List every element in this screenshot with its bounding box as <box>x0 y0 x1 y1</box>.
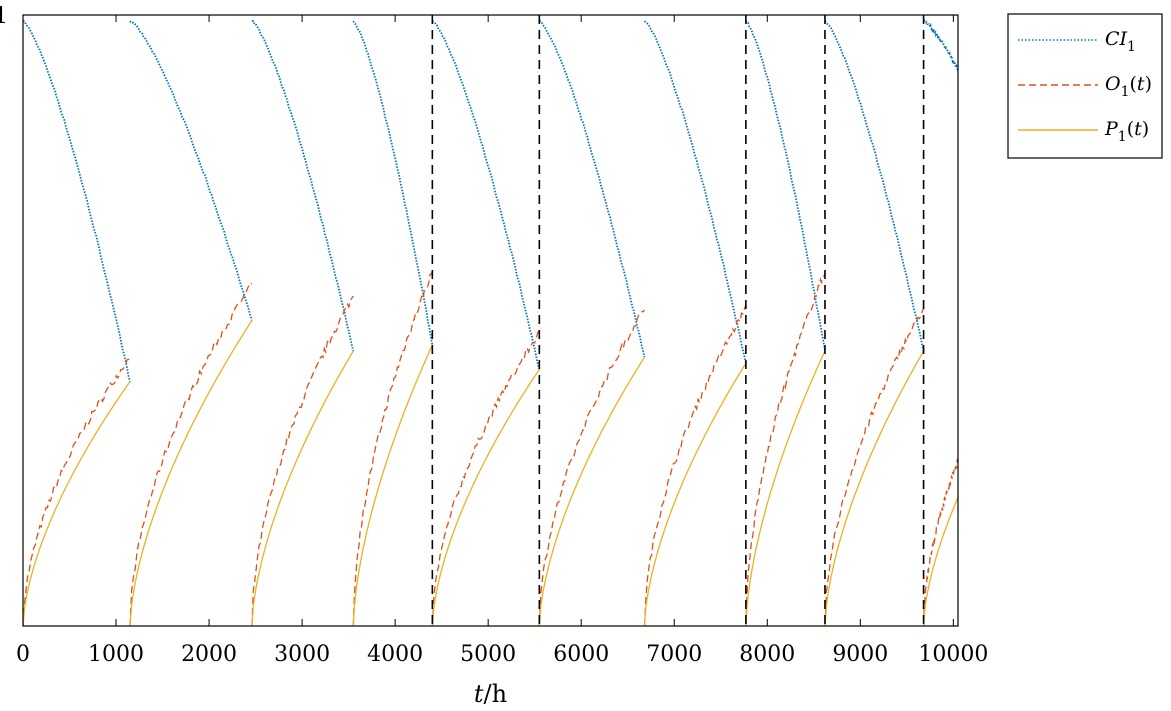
o1-series-segment <box>431 329 540 627</box>
ci1-series-segment <box>824 20 925 352</box>
x-axis-label: t/h <box>474 680 507 708</box>
p1-series-segment <box>922 497 959 627</box>
ci1-series-segment <box>539 20 646 358</box>
legend-label: P1(t) <box>1104 118 1149 145</box>
legend-label: CI1 <box>1105 28 1136 55</box>
o1-series-segment <box>824 307 925 627</box>
legend-box <box>1007 13 1163 159</box>
p1-series-segment <box>251 350 354 627</box>
y-tick-label: 1 <box>0 4 8 29</box>
p1-series-segment <box>129 320 253 627</box>
x-tick-label: 4000 <box>367 642 423 667</box>
o1-series-segment <box>745 273 826 627</box>
p1-series-segment <box>643 362 747 627</box>
x-axis-label-unit: /h <box>484 680 508 708</box>
p1-series-segment <box>352 344 433 627</box>
legend: CI1 O1(t) P1(t) <box>1007 13 1163 159</box>
ci1-series-segment <box>643 20 747 364</box>
o1-series-segment <box>922 457 959 627</box>
o1-series-segment <box>129 282 253 627</box>
o1-series-segment <box>538 309 645 627</box>
ci1-series-segment <box>745 20 826 352</box>
ci1-series-segment <box>431 20 541 370</box>
ci1-series-segment <box>352 20 434 346</box>
ci1-series-segment <box>129 20 253 321</box>
p1-series-segment <box>824 350 925 627</box>
x-tick-label: 8000 <box>739 642 795 667</box>
x-tick-label: 2000 <box>181 642 237 667</box>
x-tick-label: 0 <box>16 642 30 667</box>
plot-frame <box>22 14 959 627</box>
legend-label: O1(t) <box>1105 73 1152 100</box>
x-axis-label-variable: t <box>474 680 484 708</box>
p1-series-segment <box>745 350 826 627</box>
series-layer <box>22 19 959 627</box>
x-tick-label: 3000 <box>274 642 330 667</box>
y-ticks: 1 <box>0 4 8 29</box>
ci1-series-segment <box>923 19 959 71</box>
x-tick-label: 5000 <box>460 642 516 667</box>
x-tick-label: 6000 <box>553 642 609 667</box>
o1-series-segment <box>251 295 354 627</box>
o1-series-segment <box>352 271 433 627</box>
ci1-series-segment <box>251 20 355 352</box>
x-tick-label: 1000 <box>88 642 144 667</box>
p1-series-segment <box>431 369 540 627</box>
x-tick-label: 10000 <box>918 642 988 667</box>
ci1-series-segment <box>22 20 131 382</box>
o1-series-segment <box>643 304 747 627</box>
x-tick-label: 7000 <box>646 642 702 667</box>
x-tick-label: 9000 <box>832 642 888 667</box>
o1-series-segment <box>22 358 131 627</box>
x-ticks: 0 1000 2000 3000 4000 5000 6000 7000 8000 9000 100… <box>16 15 988 667</box>
p1-series-segment <box>538 356 646 627</box>
p1-series-segment <box>22 381 131 627</box>
replacement-lines <box>431 15 925 626</box>
